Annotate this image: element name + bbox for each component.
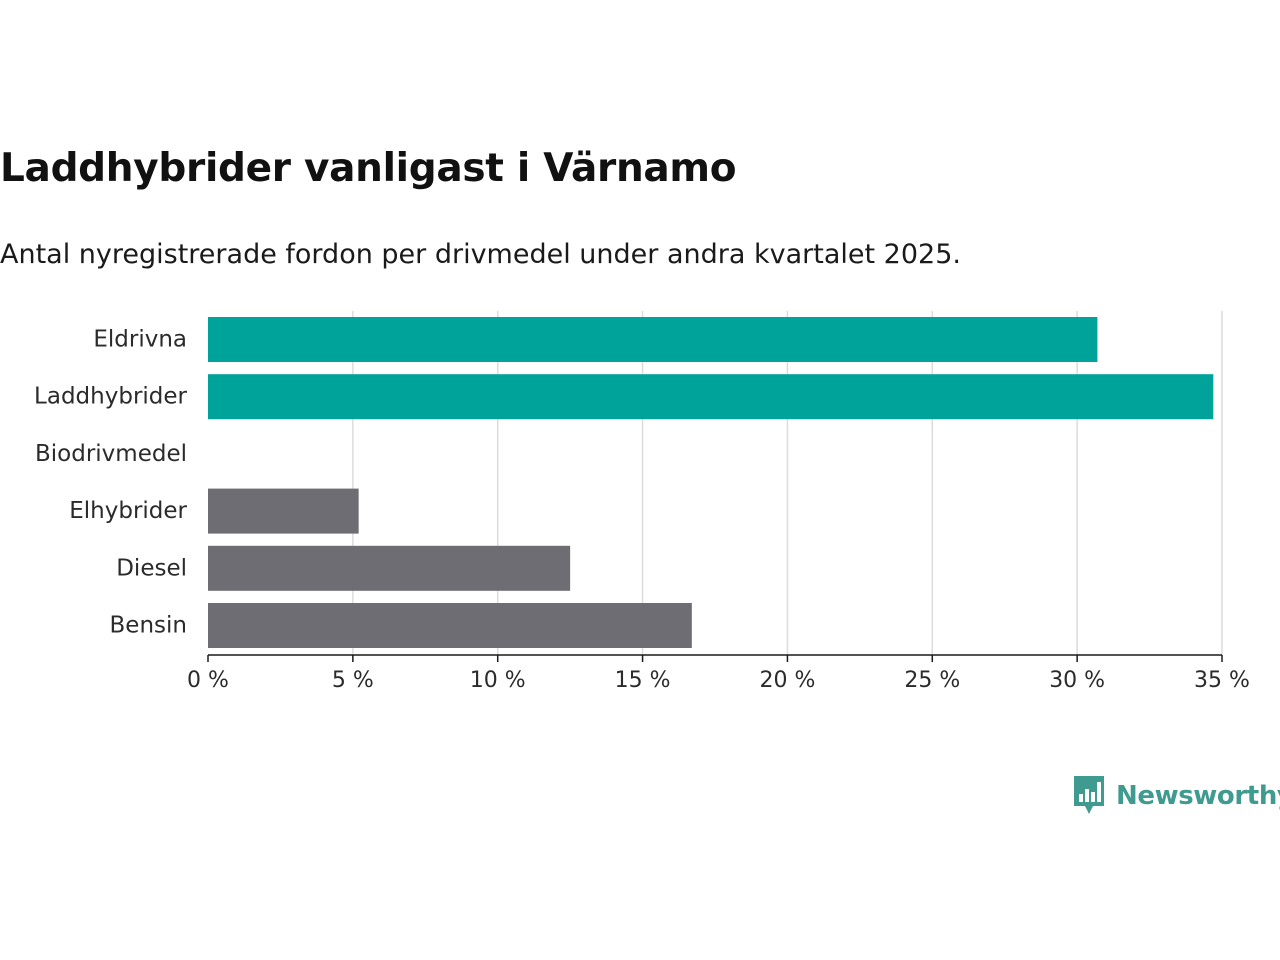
x-tick-label: 20 % bbox=[759, 668, 815, 693]
category-labels: Eldrivna Laddhybrider Biodrivmedel Elhybrid… bbox=[34, 327, 187, 639]
chart-title: Laddhybrider vanligast i Värnamo bbox=[0, 146, 737, 191]
x-tick-label: 25 % bbox=[904, 668, 960, 693]
category-label: Bensin bbox=[110, 613, 187, 639]
bars bbox=[208, 317, 1214, 648]
brand-logo: Newsworthy bbox=[1072, 774, 1280, 818]
bar-bensin bbox=[208, 603, 692, 648]
bar-laddhybrider bbox=[208, 374, 1214, 420]
category-label: Elhybrider bbox=[69, 498, 187, 524]
newsworthy-logo-icon bbox=[1074, 776, 1104, 814]
category-label: Biodrivmedel bbox=[35, 441, 187, 467]
x-tick-label: 15 % bbox=[615, 668, 671, 693]
category-label: Laddhybrider bbox=[34, 384, 187, 410]
x-tick-label: 10 % bbox=[470, 668, 526, 693]
bar-elhybrider bbox=[208, 488, 359, 534]
x-axis: 0 % 5 % 10 % 15 % 20 % 25 % 30 % 35 % bbox=[187, 654, 1250, 693]
bar-eldrivna bbox=[208, 317, 1098, 362]
grid-lines bbox=[352, 311, 1223, 655]
category-label: Eldrivna bbox=[93, 327, 187, 353]
category-label: Diesel bbox=[116, 555, 187, 581]
bar-diesel bbox=[208, 545, 571, 591]
x-tick-label: 30 % bbox=[1049, 668, 1105, 693]
x-tick-label: 0 % bbox=[187, 668, 229, 693]
brand-name: Newsworthy bbox=[1116, 781, 1280, 811]
chart-subtitle: Antal nyregistrerade fordon per drivmede… bbox=[0, 239, 961, 270]
x-tick-label: 35 % bbox=[1194, 668, 1250, 693]
x-tick-label: 5 % bbox=[332, 668, 374, 693]
bar-chart: Eldrivna Laddhybrider Biodrivmedel Elhybrid… bbox=[34, 311, 1250, 693]
